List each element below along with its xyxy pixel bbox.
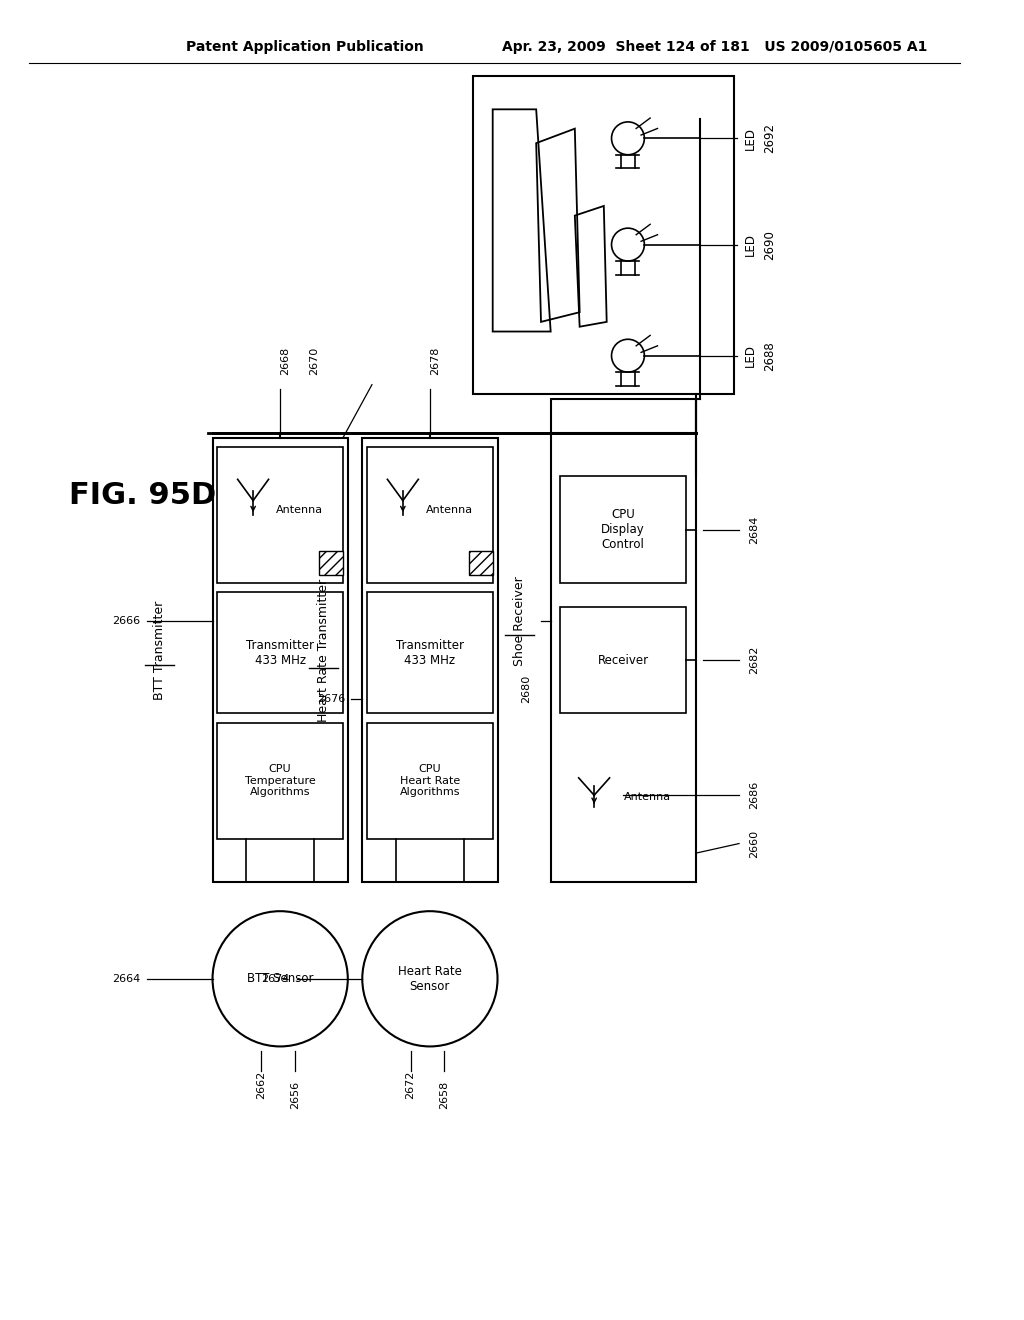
Text: FIG. 95D: FIG. 95D xyxy=(70,482,217,511)
Bar xyxy=(362,438,498,882)
Text: 2658: 2658 xyxy=(439,1081,450,1109)
Bar xyxy=(217,447,343,582)
Bar xyxy=(560,477,686,582)
Text: 2666: 2666 xyxy=(112,616,140,627)
Text: BTT Sensor: BTT Sensor xyxy=(247,973,313,985)
Text: Patent Application Publication: Patent Application Publication xyxy=(186,40,424,54)
Text: Heart Rate Transmitter: Heart Rate Transmitter xyxy=(317,578,330,722)
Text: 2656: 2656 xyxy=(290,1081,300,1109)
Text: Antenna: Antenna xyxy=(426,506,473,515)
Text: LED: LED xyxy=(743,345,757,367)
Bar xyxy=(368,723,493,838)
Bar xyxy=(217,593,343,713)
Text: 2670: 2670 xyxy=(309,346,318,375)
Text: 2678: 2678 xyxy=(430,346,439,375)
Bar xyxy=(473,75,734,395)
Text: Antenna: Antenna xyxy=(275,506,323,515)
Text: 2676: 2676 xyxy=(316,693,345,704)
Bar xyxy=(368,593,493,713)
Text: Shoe Receiver: Shoe Receiver xyxy=(513,577,526,667)
Text: 2672: 2672 xyxy=(406,1071,416,1100)
Text: 2690: 2690 xyxy=(763,230,776,260)
Text: LED: LED xyxy=(743,127,757,149)
Text: CPU
Display
Control: CPU Display Control xyxy=(601,508,645,550)
Text: 2662: 2662 xyxy=(256,1071,266,1100)
Text: LED: LED xyxy=(743,234,757,256)
Bar xyxy=(560,607,686,713)
Bar xyxy=(368,447,493,582)
Text: 2680: 2680 xyxy=(521,675,531,704)
Bar xyxy=(217,723,343,838)
Text: Heart Rate
Sensor: Heart Rate Sensor xyxy=(398,965,462,993)
Text: 2688: 2688 xyxy=(763,341,776,371)
Text: 2684: 2684 xyxy=(749,515,759,544)
Text: 2692: 2692 xyxy=(763,123,776,153)
Text: 2674: 2674 xyxy=(261,974,290,983)
Text: CPU
Temperature
Algorithms: CPU Temperature Algorithms xyxy=(245,764,315,797)
Text: 2686: 2686 xyxy=(749,781,759,809)
Text: 2664: 2664 xyxy=(112,974,140,983)
Bar xyxy=(551,399,695,882)
Text: BTT Transmitter: BTT Transmitter xyxy=(153,601,166,700)
Text: Apr. 23, 2009  Sheet 124 of 181   US 2009/0105605 A1: Apr. 23, 2009 Sheet 124 of 181 US 2009/0… xyxy=(503,40,928,54)
Text: 2682: 2682 xyxy=(749,645,759,675)
Bar xyxy=(213,438,348,882)
Text: 2660: 2660 xyxy=(749,829,759,858)
Text: Receiver: Receiver xyxy=(598,653,648,667)
Text: 2668: 2668 xyxy=(280,346,290,375)
Text: Antenna: Antenna xyxy=(624,792,671,803)
Text: Transmitter
433 MHz: Transmitter 433 MHz xyxy=(246,639,314,667)
Bar xyxy=(318,550,343,576)
Bar xyxy=(469,550,493,576)
Text: Transmitter
433 MHz: Transmitter 433 MHz xyxy=(396,639,464,667)
Text: CPU
Heart Rate
Algorithms: CPU Heart Rate Algorithms xyxy=(399,764,460,797)
